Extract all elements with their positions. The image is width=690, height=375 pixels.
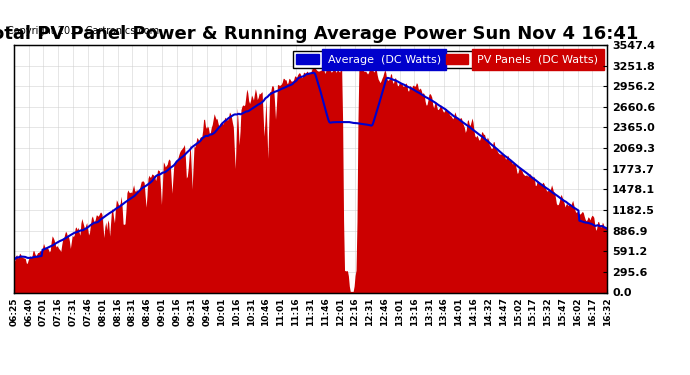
Text: Copyright 2012 Cartronics.com: Copyright 2012 Cartronics.com: [7, 26, 159, 36]
Legend: Average  (DC Watts), PV Panels  (DC Watts): Average (DC Watts), PV Panels (DC Watts): [293, 51, 602, 68]
Title: Total PV Panel Power & Running Average Power Sun Nov 4 16:41: Total PV Panel Power & Running Average P…: [0, 26, 639, 44]
